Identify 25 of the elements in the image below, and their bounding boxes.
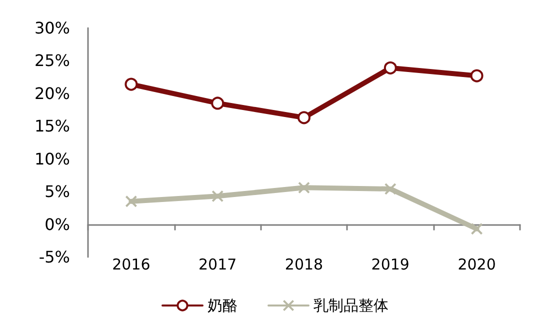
point — [298, 182, 310, 194]
point — [298, 111, 310, 124]
y-tick-label: 0% — [44, 214, 70, 234]
point — [384, 182, 396, 195]
y-tick-label: 30% — [34, 18, 70, 38]
point — [211, 96, 224, 110]
x-tick-label: 2016 — [112, 256, 150, 274]
y-tick-label: 20% — [34, 84, 70, 103]
point — [470, 222, 483, 235]
x-tick-label: 2017 — [198, 256, 237, 274]
legend-label: 奶酪 — [208, 296, 238, 314]
point — [124, 78, 138, 91]
point — [212, 190, 224, 202]
point — [470, 69, 484, 82]
x-tick-label: 2018 — [284, 256, 324, 274]
x-tick-label: 2020 — [458, 256, 496, 274]
point — [384, 61, 397, 74]
point — [125, 195, 138, 208]
y-tick-label: 10% — [34, 149, 70, 168]
y-tick-label: 5% — [44, 182, 70, 202]
y-tick-label: 25% — [34, 51, 70, 70]
x-tick-label: 2019 — [371, 256, 410, 274]
y-tick-label: -5% — [38, 248, 70, 266]
y-tick-label: 15% — [34, 116, 70, 136]
legend-label: 乳制品整体 — [314, 296, 388, 314]
